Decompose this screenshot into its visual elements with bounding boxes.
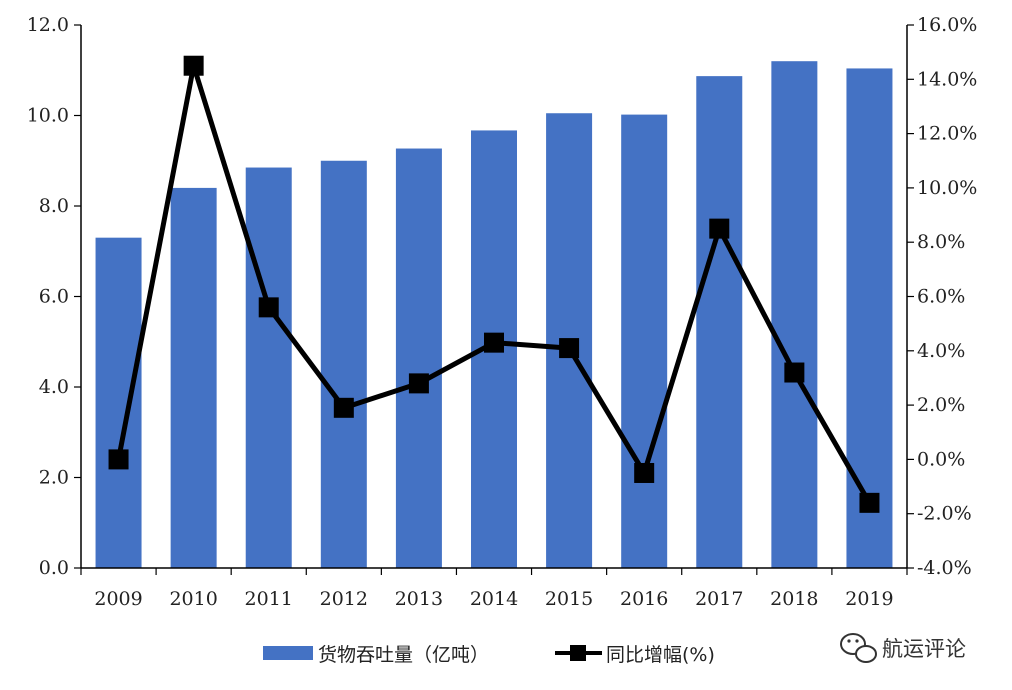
x-tick-label: 2019: [845, 588, 893, 610]
x-tick-label: 2014: [470, 588, 518, 610]
legend-label-line: 同比增幅(%): [606, 644, 715, 666]
y-left-tick-label: 0.0: [39, 557, 69, 579]
bar-2018: [771, 61, 818, 568]
marker-2009: [108, 449, 129, 470]
x-tick-label: 2015: [545, 588, 593, 610]
x-tick-label: 2011: [245, 588, 293, 610]
bar-2013: [395, 148, 442, 568]
y-left-tick-label: 8.0: [39, 195, 69, 217]
y-left-tick-label: 12.0: [27, 14, 69, 36]
y-right-tick-label: 0.0%: [917, 448, 965, 470]
wechat-icon: [840, 633, 877, 663]
y-right-tick-label: 4.0%: [917, 340, 965, 362]
watermark: 航运评论: [840, 633, 966, 663]
legend-swatch-bars: [263, 646, 313, 660]
line-series: [108, 55, 880, 513]
y-left-tick-label: 4.0: [39, 376, 69, 398]
y-right-tick-label: -2.0%: [917, 503, 972, 525]
x-tick-label: 2017: [695, 588, 743, 610]
marker-2011: [258, 297, 279, 318]
y-right-tick-label: 6.0%: [917, 286, 965, 308]
marker-2017: [709, 218, 730, 239]
y-left-tick-label: 2.0: [39, 467, 69, 489]
legend-label-bars: 货物吞吐量（亿吨）: [318, 644, 489, 666]
x-tick-label: 2016: [620, 588, 668, 610]
x-tick-label: 2012: [320, 588, 368, 610]
y-right-tick-label: 12.0%: [917, 123, 977, 145]
watermark-text: 航运评论: [882, 637, 966, 661]
x-tick-label: 2010: [169, 588, 217, 610]
y-right-tick-label: 16.0%: [917, 14, 977, 36]
marker-2019: [859, 492, 880, 513]
bar-series: [95, 61, 893, 569]
marker-2013: [408, 373, 429, 394]
bar-2009: [95, 237, 142, 569]
y-right-tick-label: 8.0%: [917, 231, 965, 253]
bar-2011: [245, 167, 292, 568]
marker-2018: [784, 362, 805, 383]
y-left-tick-label: 10.0: [27, 105, 69, 127]
bar-2012: [320, 160, 367, 568]
x-tick-label: 2013: [395, 588, 443, 610]
x-tick-label: 2018: [770, 588, 818, 610]
bar-2017: [696, 76, 743, 568]
marker-2015: [559, 338, 580, 359]
x-tick-label: 2009: [94, 588, 142, 610]
marker-2014: [484, 332, 504, 353]
y-right-tick-label: 2.0%: [917, 394, 965, 416]
y-right-tick-label: -4.0%: [917, 557, 972, 579]
y-right-tick-label: 10.0%: [917, 177, 977, 199]
axes: 0.0 2.0 4.0 6.0 8.0 10.0 12.0 -4.0% -2.0% 0.0% 2.0…: [27, 14, 978, 610]
y-right-tick-label: 14.0%: [917, 68, 977, 90]
bar-2010: [170, 187, 217, 568]
legend: 货物吞吐量（亿吨） 同比增幅(%): [263, 644, 715, 666]
bar-2019: [846, 68, 893, 568]
legend-swatch-marker: [570, 645, 586, 661]
marker-2016: [634, 462, 655, 483]
y-left-tick-label: 6.0: [39, 286, 69, 308]
marker-2010: [183, 55, 204, 76]
marker-2012: [333, 397, 354, 418]
bar-2016: [621, 114, 668, 568]
